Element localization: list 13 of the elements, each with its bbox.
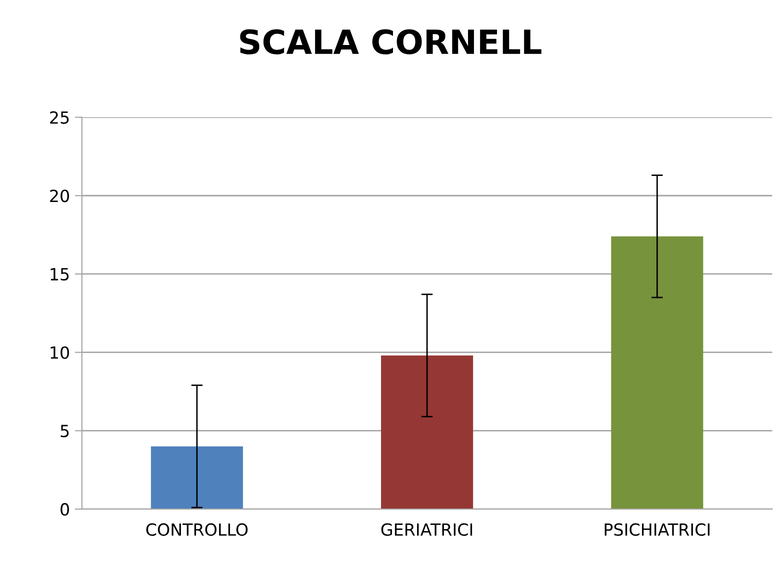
bar [150,446,243,510]
y-tick-label: 15 [50,268,69,281]
y-tick-label: 20 [50,190,69,202]
y-tick-label: 10 [50,346,69,359]
x-tick-label: PSICHIATRICI [604,523,710,536]
y-tick-label: 0 [60,503,69,516]
bar [381,355,474,510]
bar [611,236,704,510]
x-tick-label: GERIATRICI [381,523,472,536]
y-tick-label: 25 [50,111,69,124]
x-tick-label: CONTROLLO [146,523,248,536]
y-tick-label: 5 [60,424,69,438]
chart-title: SCALA CORNELL [240,29,542,54]
